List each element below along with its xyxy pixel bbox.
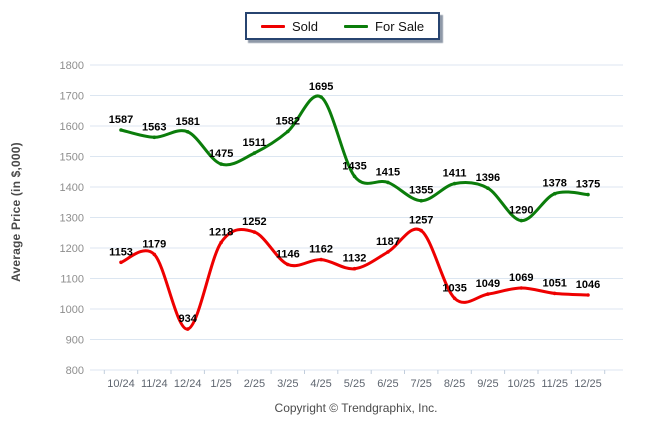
sold-data-label: 1153: [109, 246, 133, 258]
sold-line-swatch-icon: [261, 24, 285, 28]
for-sale-point: [386, 180, 390, 185]
sold-data-label: 1132: [343, 253, 367, 265]
legend-item-for-sale[interactable]: For Sale: [344, 20, 424, 33]
sold-point: [452, 296, 457, 301]
y-tick-label: 1400: [60, 182, 84, 194]
chart-legend: Sold For Sale: [245, 12, 441, 40]
x-tick-label: 2/25: [244, 378, 265, 390]
sold-data-label: 1252: [242, 216, 266, 228]
for-sale-data-label: 1411: [443, 168, 467, 180]
x-tick-label: 9/25: [477, 378, 498, 390]
for-sale-point: [419, 198, 424, 203]
x-tick-label: 7/25: [410, 378, 431, 390]
y-axis-title: Average Price (in $,000): [9, 142, 23, 282]
for-sale-point: [252, 151, 257, 155]
for-sale-point: [519, 218, 524, 223]
x-tick-label: 5/25: [344, 378, 365, 390]
for-sale-point: [486, 186, 490, 190]
y-tick-label: 1600: [60, 121, 84, 133]
x-tick-label: 11/24: [141, 378, 168, 390]
sold-data-label: 1051: [542, 277, 566, 289]
for-sale-point: [352, 174, 357, 179]
for-sale-data-label: 1415: [376, 166, 400, 178]
for-sale-point: [319, 95, 323, 99]
for-sale-data-label: 1695: [309, 81, 333, 93]
sold-data-label: 1146: [276, 249, 300, 261]
for-sale-data-label: 1581: [175, 116, 199, 128]
sold-point: [219, 240, 223, 245]
for-sale-data-label: 1396: [476, 172, 500, 184]
for-sale-data-label: 1375: [576, 179, 600, 191]
for-sale-line-swatch-icon: [344, 24, 369, 28]
x-tick-label: 1/25: [210, 378, 231, 390]
for-sale-data-label: 1511: [242, 137, 266, 149]
for-sale-point: [152, 135, 157, 140]
sold-point: [352, 266, 357, 271]
sold-point: [552, 291, 557, 296]
legend-label-sold: Sold: [292, 18, 319, 34]
sold-point: [119, 260, 123, 265]
x-tick-label: 4/25: [310, 378, 331, 390]
for-sale-line: [119, 94, 590, 223]
sold-point: [152, 252, 157, 257]
y-tick-label: 800: [66, 365, 84, 377]
y-tick-label: 1000: [60, 304, 84, 316]
for-sale-data-label: 1587: [109, 114, 133, 126]
sold-data-label: 1257: [409, 215, 433, 227]
x-tick-label: 10/25: [508, 378, 536, 390]
for-sale-data-label: 1563: [142, 121, 166, 133]
sold-point: [252, 230, 257, 234]
sold-data-label: 934: [179, 313, 198, 325]
for-sale-point: [552, 191, 557, 196]
x-tick-label: 12/25: [574, 378, 602, 390]
y-tick-label: 1500: [60, 152, 84, 164]
legend-label-for-sale: For Sale: [375, 18, 425, 34]
y-tick-label: 1200: [60, 243, 84, 255]
sold-point: [386, 250, 390, 254]
sold-line: [119, 227, 590, 331]
x-tick-label: 12/24: [174, 378, 202, 390]
sold-data-label: 1187: [376, 236, 400, 248]
x-tick-label: 10/24: [107, 378, 135, 390]
x-tick-label: 11/25: [541, 378, 568, 390]
sold-data-label: 1035: [442, 282, 466, 294]
sold-point: [586, 293, 590, 297]
x-tick-label: 6/25: [377, 378, 398, 390]
sold-data-label: 1218: [209, 227, 233, 239]
y-tick-label: 1800: [60, 60, 84, 72]
sold-data-label: 1069: [509, 272, 533, 284]
y-tick-label: 1700: [60, 91, 84, 103]
for-sale-point: [185, 130, 190, 134]
sold-data-label: 1179: [142, 238, 166, 250]
x-tick-label: 8/25: [444, 378, 465, 390]
for-sale-data-label: 1355: [409, 185, 433, 197]
for-sale-point: [219, 162, 223, 166]
x-tick-label: 3/25: [277, 378, 298, 390]
y-tick-label: 1100: [60, 274, 84, 286]
sold-data-label: 1049: [476, 278, 500, 290]
for-sale-point: [586, 192, 590, 197]
sold-point: [286, 262, 290, 267]
for-sale-data-label: 1435: [342, 160, 366, 172]
sold-point: [486, 292, 490, 296]
sold-data-label: 1162: [309, 244, 333, 256]
sold-point: [519, 286, 524, 290]
for-sale-data-label: 1290: [509, 205, 533, 217]
sold-point: [419, 228, 424, 233]
sold-data-label: 1046: [576, 279, 600, 291]
for-sale-point: [452, 181, 457, 186]
sold-point: [319, 257, 323, 262]
y-tick-label: 1300: [60, 213, 84, 225]
legend-item-sold[interactable]: Sold: [261, 20, 318, 33]
for-sale-point: [119, 128, 123, 132]
for-sale-data-label: 1582: [276, 116, 300, 128]
for-sale-data-label: 1378: [542, 178, 566, 190]
for-sale-point: [286, 129, 290, 134]
for-sale-data-label: 1475: [209, 148, 233, 160]
sold-point: [185, 327, 190, 331]
copyright-text: Copyright © Trendgraphix, Inc.: [274, 401, 438, 415]
y-tick-label: 900: [66, 335, 84, 347]
